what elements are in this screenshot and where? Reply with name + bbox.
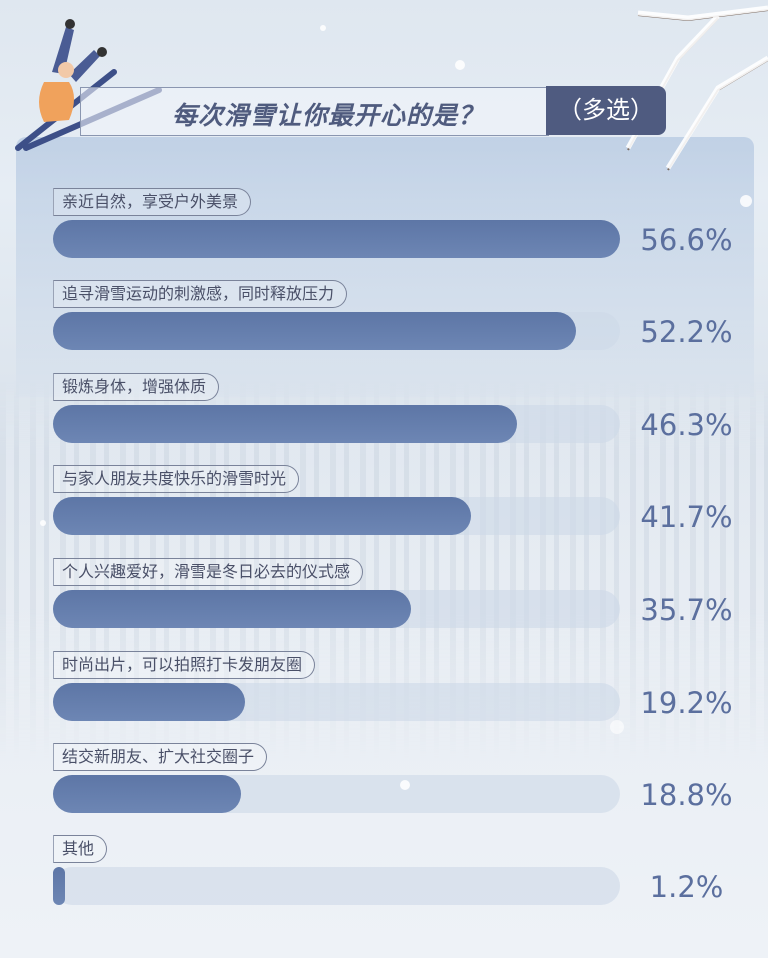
bar-row: 亲近自然，享受户外美景 56.6% (53, 188, 753, 278)
category-label: 结交新朋友、扩大社交圈子 (53, 743, 268, 771)
bar-track (53, 405, 620, 443)
bar (53, 775, 242, 813)
title-frame (80, 87, 549, 136)
data-label: 52.2% (640, 315, 733, 349)
bar-track (53, 775, 620, 813)
chart-panel (16, 137, 754, 397)
data-label: 19.2% (640, 686, 733, 720)
bar-row: 追寻滑雪运动的刺激感，同时释放压力 52.2% (53, 280, 753, 370)
bar (53, 497, 471, 535)
bar-row: 结交新朋友、扩大社交圈子 18.8% (53, 743, 753, 833)
category-label: 追寻滑雪运动的刺激感，同时释放压力 (53, 280, 348, 308)
bar (53, 405, 517, 443)
bar-row: 与家人朋友共度快乐的滑雪时光 41.7% (53, 465, 753, 555)
snowflake (740, 195, 752, 207)
data-label: 18.8% (640, 778, 733, 812)
bar-track (53, 683, 620, 721)
data-label: 56.6% (640, 223, 733, 257)
category-label: 个人兴趣爱好，滑雪是冬日必去的仪式感 (53, 558, 364, 586)
category-label: 锻炼身体，增强体质 (53, 373, 220, 401)
bar (53, 590, 411, 628)
snowflake (40, 520, 46, 526)
bar-track (53, 867, 620, 905)
bar-track (53, 497, 620, 535)
data-label: 46.3% (640, 408, 733, 442)
bar (53, 867, 66, 905)
bar-row: 个人兴趣爱好，滑雪是冬日必去的仪式感 35.7% (53, 558, 753, 648)
snowflake (610, 720, 624, 734)
snowflake (320, 25, 326, 31)
bar (53, 220, 620, 258)
data-label: 1.2% (649, 870, 724, 904)
data-label: 41.7% (640, 500, 733, 534)
bar-row: 其他 1.2% (53, 835, 753, 925)
chart-title: 每次滑雪让你最开心的是？ (172, 101, 485, 130)
snowflake (400, 780, 410, 790)
category-label: 亲近自然，享受户外美景 (53, 188, 252, 216)
bar (53, 683, 246, 721)
multi-select-tag: （多选） (546, 86, 666, 135)
category-label: 时尚出片，可以拍照打卡发朋友圈 (53, 651, 316, 679)
category-label: 与家人朋友共度快乐的滑雪时光 (53, 465, 300, 493)
bar-track (53, 590, 620, 628)
bar-row: 锻炼身体，增强体质 46.3% (53, 373, 753, 463)
bar (53, 312, 576, 350)
data-label: 35.7% (640, 593, 733, 627)
snowflake (455, 60, 465, 70)
bar-row: 时尚出片，可以拍照打卡发朋友圈 19.2% (53, 651, 753, 741)
category-label: 其他 (53, 835, 108, 863)
bar-track (53, 312, 620, 350)
bar-track (53, 220, 620, 258)
